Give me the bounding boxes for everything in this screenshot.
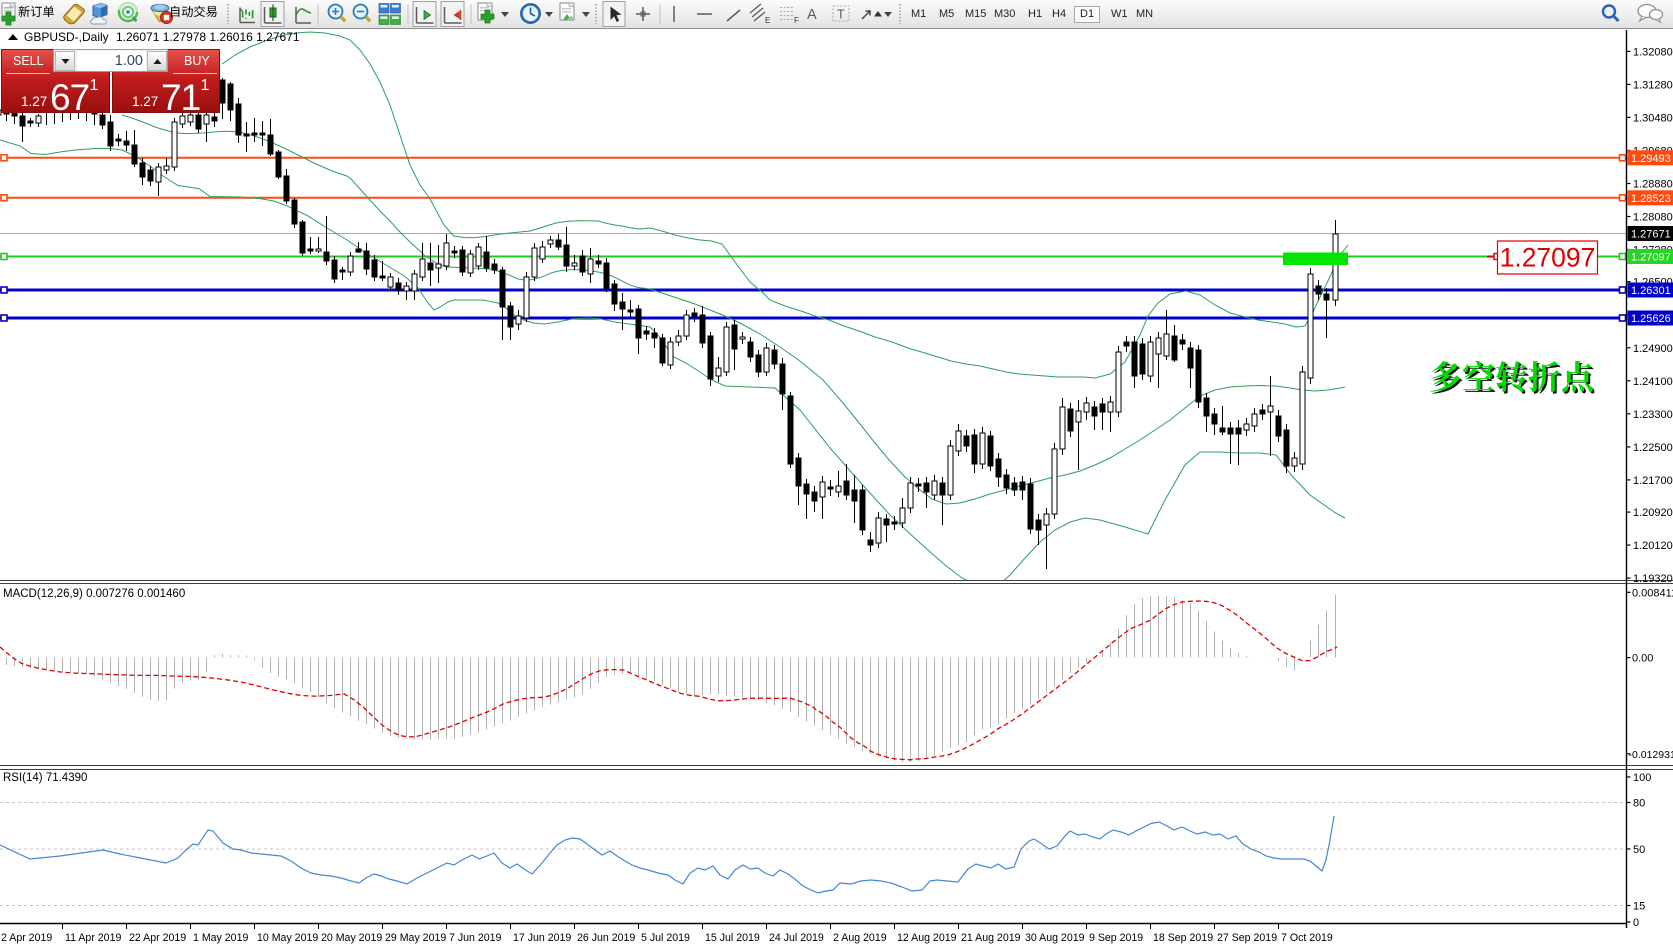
svg-text:30 Aug 2019: 30 Aug 2019 xyxy=(1025,932,1085,944)
svg-text:7 Oct 2019: 7 Oct 2019 xyxy=(1281,932,1333,944)
svg-text:10 May 2019: 10 May 2019 xyxy=(257,932,318,944)
svg-text:5 Jul 2019: 5 Jul 2019 xyxy=(641,932,690,944)
svg-text:0: 0 xyxy=(1633,917,1639,929)
svg-text:A: A xyxy=(807,7,817,23)
svg-text:1.31280: 1.31280 xyxy=(1633,79,1673,91)
svg-text:1.20120: 1.20120 xyxy=(1633,540,1673,552)
svg-text:9 Sep 2019: 9 Sep 2019 xyxy=(1089,932,1143,944)
svg-text:1.20920: 1.20920 xyxy=(1633,507,1673,519)
svg-text:E: E xyxy=(765,16,770,25)
svg-text:1.28880: 1.28880 xyxy=(1633,179,1673,191)
svg-text:18 Sep 2019: 18 Sep 2019 xyxy=(1153,932,1213,944)
svg-text:1.26301: 1.26301 xyxy=(1631,285,1671,297)
svg-text:F: F xyxy=(794,16,799,25)
svg-text:24 Jul 2019: 24 Jul 2019 xyxy=(769,932,824,944)
svg-text:T: T xyxy=(837,8,845,22)
svg-text:RSI(14) 71.4390: RSI(14) 71.4390 xyxy=(3,772,87,784)
svg-text:26 Jun 2019: 26 Jun 2019 xyxy=(577,932,635,944)
svg-text:1.27097: 1.27097 xyxy=(1631,252,1671,264)
svg-text:2 Apr 2019: 2 Apr 2019 xyxy=(1,932,52,944)
svg-text:21 Aug 2019: 21 Aug 2019 xyxy=(961,932,1021,944)
svg-text:1.26071 1.27978 1.26016 1.2767: 1.26071 1.27978 1.26016 1.27671 xyxy=(116,30,300,44)
svg-text:1.23300: 1.23300 xyxy=(1633,409,1673,421)
svg-text:GBPUSD-,Daily: GBPUSD-,Daily xyxy=(24,30,109,44)
svg-text:0.00: 0.00 xyxy=(1632,653,1653,665)
svg-text:1.25626: 1.25626 xyxy=(1631,313,1671,325)
svg-text:1.21700: 1.21700 xyxy=(1633,475,1673,487)
svg-text:1.24900: 1.24900 xyxy=(1633,343,1673,355)
svg-text:11 Apr 2019: 11 Apr 2019 xyxy=(65,932,121,944)
svg-text:22 Apr 2019: 22 Apr 2019 xyxy=(129,932,186,944)
svg-text:12 Aug 2019: 12 Aug 2019 xyxy=(897,932,957,944)
svg-text:1.29493: 1.29493 xyxy=(1631,153,1671,165)
svg-text:29 May 2019: 29 May 2019 xyxy=(385,932,446,944)
svg-text:1.24100: 1.24100 xyxy=(1633,376,1673,388)
svg-text:1.27097: 1.27097 xyxy=(1500,243,1596,273)
svg-text:1.28080: 1.28080 xyxy=(1633,212,1673,224)
svg-text:1.32080: 1.32080 xyxy=(1633,46,1673,58)
svg-text:50: 50 xyxy=(1633,844,1645,856)
svg-text:20 May 2019: 20 May 2019 xyxy=(321,932,382,944)
svg-text:17 Jun 2019: 17 Jun 2019 xyxy=(513,932,571,944)
svg-text:2 Aug 2019: 2 Aug 2019 xyxy=(833,932,887,944)
svg-text:1.27671: 1.27671 xyxy=(1631,229,1671,241)
svg-text:80: 80 xyxy=(1633,798,1645,810)
svg-text:1.30480: 1.30480 xyxy=(1633,112,1673,124)
svg-text:7 Jun 2019: 7 Jun 2019 xyxy=(449,932,502,944)
svg-text:1.28523: 1.28523 xyxy=(1631,193,1671,205)
svg-text:15: 15 xyxy=(1633,901,1645,913)
svg-text:1.19320: 1.19320 xyxy=(1633,573,1673,585)
svg-text:15 Jul 2019: 15 Jul 2019 xyxy=(705,932,760,944)
svg-text:1.22500: 1.22500 xyxy=(1633,442,1673,454)
svg-text:MACD(12,26,9) 0.007276 0.00146: MACD(12,26,9) 0.007276 0.001460 xyxy=(3,588,185,600)
svg-text:100: 100 xyxy=(1633,772,1651,784)
svg-text:1 May 2019: 1 May 2019 xyxy=(193,932,248,944)
svg-text:27 Sep 2019: 27 Sep 2019 xyxy=(1217,932,1277,944)
svg-text:0.008411: 0.008411 xyxy=(1632,587,1673,599)
svg-text:-0.012931: -0.012931 xyxy=(1629,749,1673,761)
